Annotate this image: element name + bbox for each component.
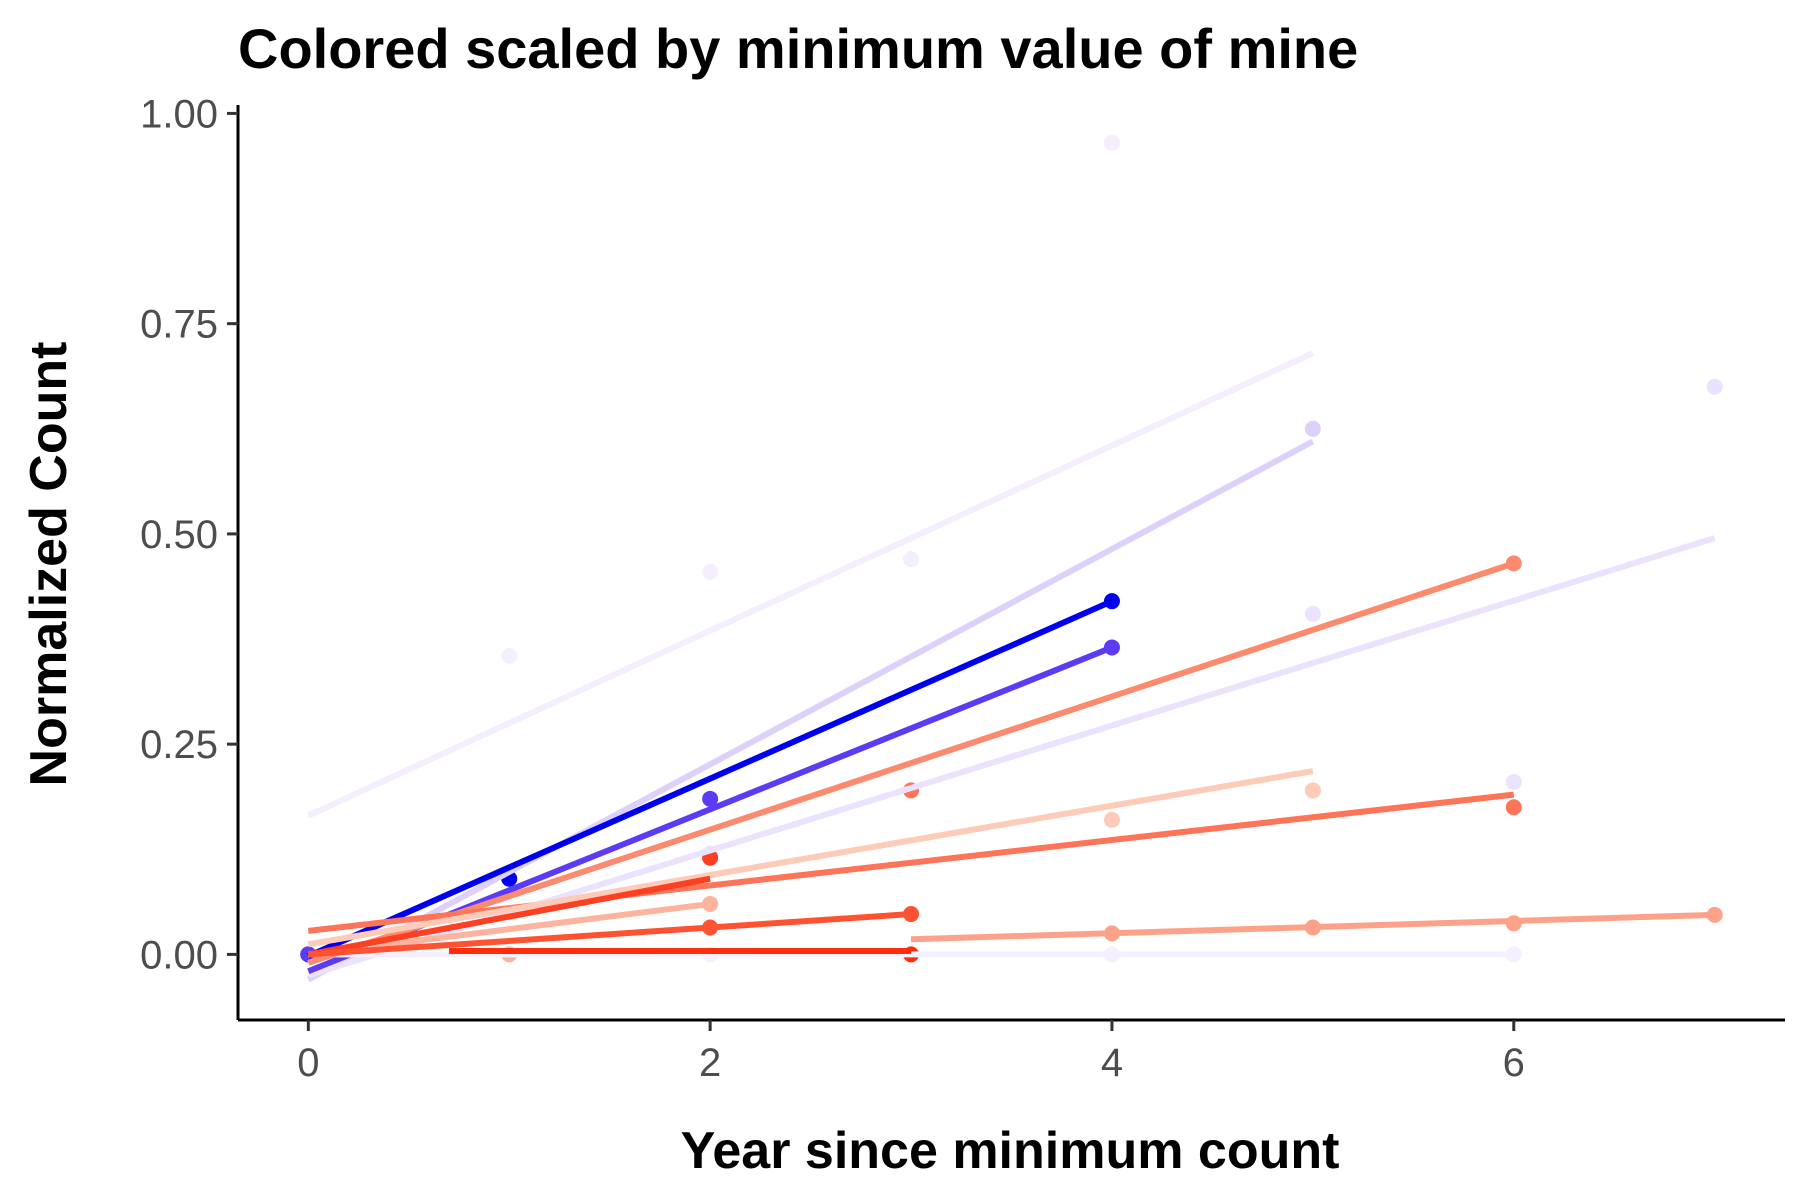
data-point [903, 551, 920, 568]
data-point [1505, 799, 1522, 816]
x-tick-label: 4 [1101, 1041, 1123, 1085]
chart-title: Colored scaled by minimum value of mine [238, 17, 1358, 80]
data-point [1103, 811, 1120, 828]
x-tick-label: 0 [297, 1041, 319, 1085]
x-axis-title: Year since minimum count [681, 1122, 1340, 1180]
plot-area [300, 134, 1723, 983]
data-point [1304, 605, 1321, 622]
x-axis: 0 2 4 6 [238, 1018, 1785, 1085]
y-axis: 0.00 0.25 0.50 0.75 1.00 [140, 92, 240, 1020]
series-9 [1103, 782, 1321, 828]
y-tick-label: 0.50 [140, 513, 218, 557]
series-5 [300, 639, 1120, 963]
trend-line-9 [307, 768, 1314, 948]
trend-line-10 [307, 900, 711, 958]
x-tick-label: 6 [1503, 1041, 1525, 1085]
trend-line-14 [910, 911, 1715, 943]
data-point [1103, 134, 1120, 151]
data-point [1304, 782, 1321, 799]
y-tick-label: 0.75 [140, 303, 218, 347]
data-point [702, 790, 719, 807]
data-point [1706, 378, 1723, 395]
trend-line-7 [307, 560, 1515, 966]
y-tick-label: 0.25 [140, 723, 218, 767]
series-3 [702, 378, 1723, 862]
y-tick-label: 1.00 [140, 92, 218, 136]
trend-line-4 [307, 598, 1114, 959]
y-tick-label: 0.00 [140, 933, 218, 977]
data-point [1505, 773, 1522, 790]
series-2 [1304, 420, 1321, 437]
trend-line-1 [307, 350, 1315, 819]
data-point [702, 563, 719, 580]
y-axis-title: Normalized Count [20, 342, 78, 787]
trend-line-2 [306, 438, 1315, 983]
data-point [1304, 420, 1321, 437]
trend-line-12 [308, 911, 912, 958]
data-point [501, 647, 518, 664]
series-1 [501, 134, 1120, 664]
trend-line-11 [307, 875, 711, 958]
x-tick-label: 2 [699, 1041, 721, 1085]
